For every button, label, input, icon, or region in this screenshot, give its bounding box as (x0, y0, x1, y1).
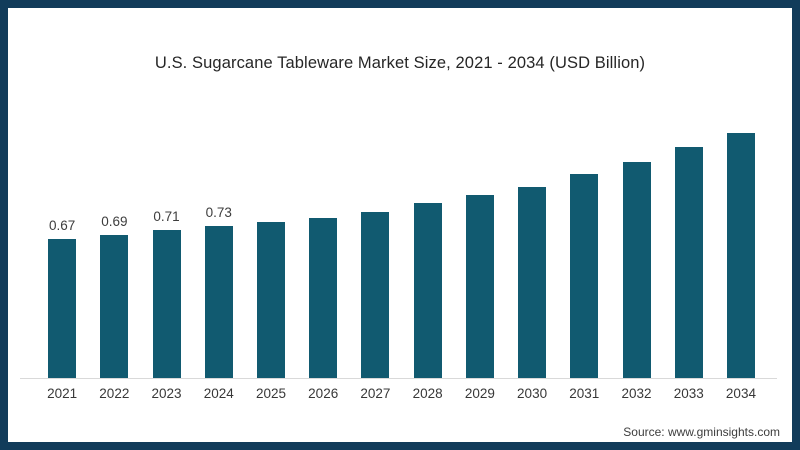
x-axis-line (20, 378, 777, 379)
bar-column-2022: 0.69 (88, 100, 140, 378)
bar-2030 (518, 186, 547, 378)
bar-column-2031 (558, 100, 610, 378)
x-axis-label-2024: 2024 (203, 386, 234, 401)
bar-2026 (309, 217, 338, 378)
x-axis-label-2033: 2033 (673, 386, 704, 401)
bar-2025 (256, 222, 285, 378)
x-axis-label-2032: 2032 (621, 386, 652, 401)
x-axis-label-2023: 2023 (151, 386, 182, 401)
x-axis-label-2025: 2025 (255, 386, 286, 401)
bar-2033 (674, 147, 703, 378)
bar-value-label-2023: 0.71 (153, 209, 180, 225)
bar-value-label-2024: 0.73 (205, 205, 232, 221)
bars-container: 0.67 0.69 0.71 0.73 (36, 100, 767, 378)
x-axis-label-2028: 2028 (412, 386, 443, 401)
x-axis-label-2029: 2029 (464, 386, 495, 401)
bar-column-2032 (610, 100, 662, 378)
bar-column-2027 (349, 100, 401, 378)
x-axis-label-2030: 2030 (517, 386, 548, 401)
bar-value-label-2021: 0.67 (48, 217, 76, 233)
x-axis-labels: 2021 2022 2023 2024 2025 2026 2027 2028 2029 2030… (36, 378, 767, 401)
x-axis-label-2031: 2031 (569, 386, 600, 401)
bar-column-2028 (402, 100, 454, 378)
source-attribution: Source: www.gminsights.com (623, 425, 780, 439)
bar-column-2029 (454, 100, 506, 378)
bar-column-2023: 0.71 (140, 100, 192, 378)
bar-2034 (726, 132, 755, 378)
bar-chart: 0.67 0.69 0.71 0.73 2021 2022 2023 2024 2025 202… (20, 100, 777, 401)
bar-2021 (48, 238, 77, 378)
chart-title: U.S. Sugarcane Tableware Market Size, 20… (154, 54, 646, 72)
bar-value-label-2022: 0.69 (101, 213, 128, 229)
x-axis-label-2021: 2021 (47, 386, 78, 401)
bar-column-2021: 0.67 (36, 100, 88, 378)
x-axis-label-2026: 2026 (308, 386, 339, 401)
bar-column-2026 (297, 100, 349, 378)
bar-2031 (570, 174, 599, 378)
bar-column-2024: 0.73 (193, 100, 245, 378)
bar-2029 (465, 195, 494, 378)
x-axis-label-2022: 2022 (99, 386, 130, 401)
bar-column-2034 (715, 100, 767, 378)
bar-column-2033 (663, 100, 715, 378)
bar-2024 (204, 226, 233, 378)
bar-column-2025 (245, 100, 297, 378)
bar-2022 (100, 234, 129, 378)
x-axis-label-2034: 2034 (725, 386, 756, 401)
bar-2032 (622, 161, 651, 378)
bar-2027 (361, 211, 390, 378)
bar-2028 (413, 203, 442, 378)
bar-column-2030 (506, 100, 558, 378)
x-axis-label-2027: 2027 (360, 386, 391, 401)
bar-2023 (152, 230, 181, 378)
